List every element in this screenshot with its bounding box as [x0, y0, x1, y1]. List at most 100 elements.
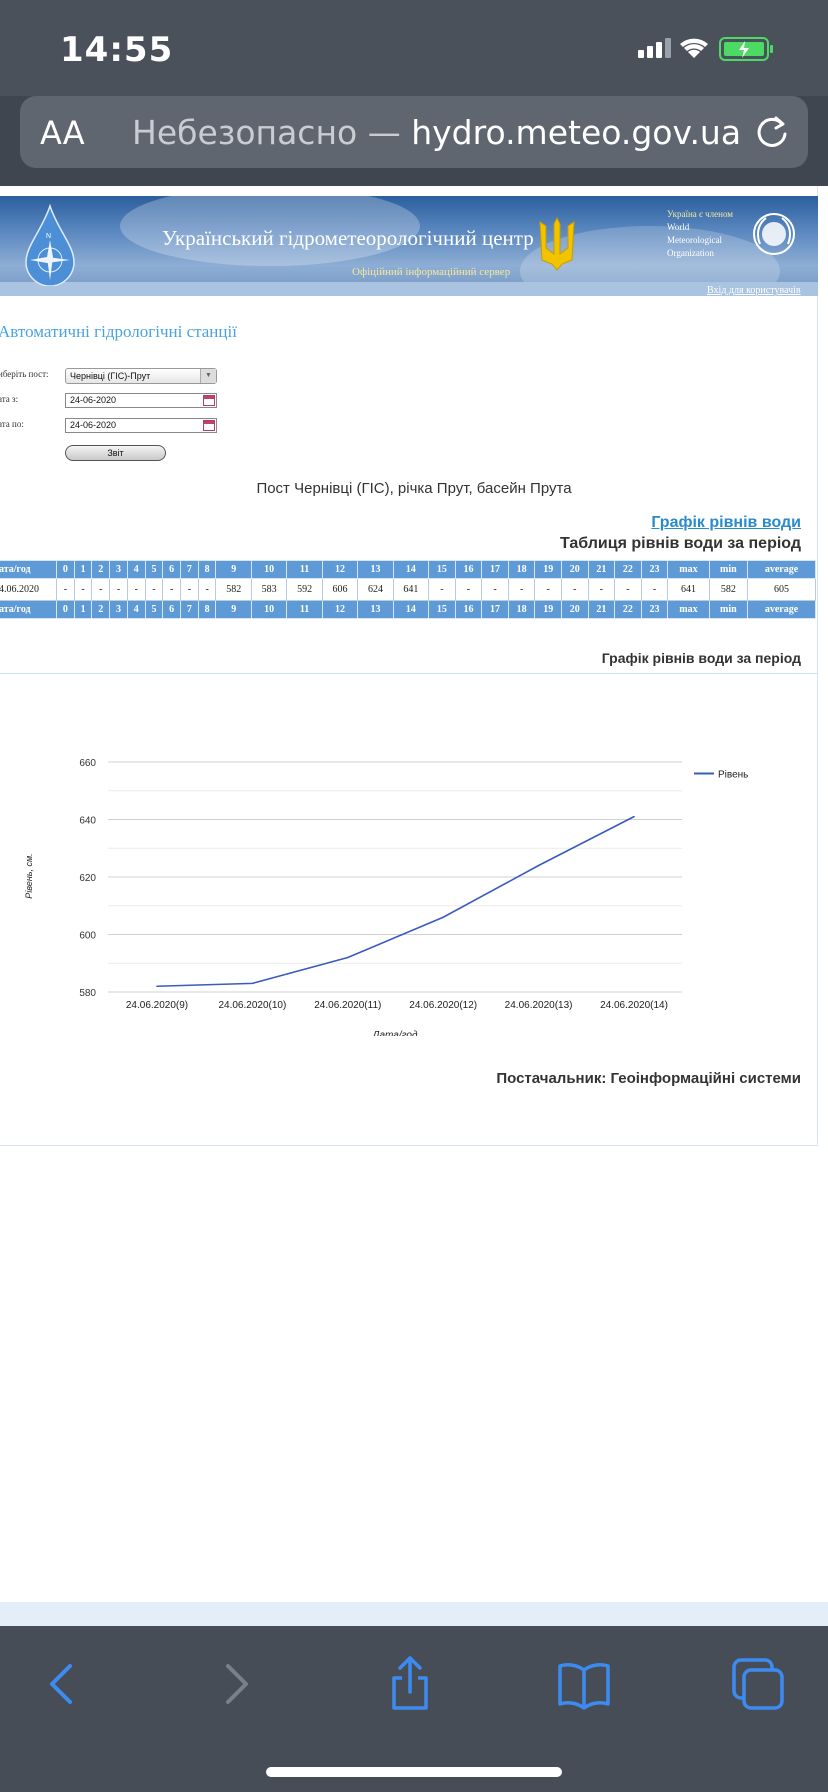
- data-point: [347, 956, 349, 959]
- table-header-cell: 19: [534, 600, 562, 619]
- table-cell: -: [640, 578, 669, 601]
- table-cell: -: [91, 578, 111, 601]
- banner-subtitle: Офіційний інформаційний сервер: [352, 266, 511, 278]
- table-header-cell: 18: [507, 600, 536, 619]
- table-header-cell: 14: [392, 600, 430, 619]
- table-header-cell: 16: [454, 560, 483, 579]
- text-size-button[interactable]: AA: [40, 114, 85, 152]
- table-header-cell: 17: [481, 600, 509, 619]
- table-cell: 641: [392, 578, 430, 601]
- table-header-cell: 1: [73, 600, 93, 619]
- table-header-cell: 12: [321, 560, 359, 579]
- page-container: N Український гідрометеорологічний центр…: [0, 186, 818, 1146]
- table-header-cell: min: [708, 600, 749, 619]
- table-header-cell: 23: [640, 600, 669, 619]
- table-cell: -: [481, 578, 509, 601]
- table-cell: -: [454, 578, 483, 601]
- table-header-cell: 17: [481, 560, 509, 579]
- table-header-cell: 6: [162, 560, 182, 579]
- table-header-cell: 16: [454, 600, 483, 619]
- trident-emblem-icon: [539, 216, 575, 271]
- table-body: 4.06.2020- - - - - - - - -582 583 592 606 624 641- - - -…: [0, 578, 816, 601]
- forward-icon[interactable]: [206, 1654, 266, 1714]
- status-icons: [638, 37, 773, 61]
- data-point: [156, 985, 158, 988]
- site-banner: N Український гідрометеорологічний центр…: [0, 196, 818, 296]
- reload-icon[interactable]: [752, 112, 792, 152]
- table-header-cell: max: [667, 560, 710, 579]
- table-header-cell: 19: [534, 560, 562, 579]
- table-header-cell: 5: [144, 600, 164, 619]
- data-point: [251, 982, 254, 985]
- provider-label: Постачальник: Геоінформаційні системи: [496, 1070, 801, 1087]
- table-header-cell: 15: [428, 600, 456, 619]
- home-indicator[interactable]: [266, 1767, 562, 1777]
- table-header-cell: average: [747, 560, 816, 579]
- table-header-cell: 2: [91, 600, 111, 619]
- y-axis-label: Рівень, см.: [24, 853, 34, 898]
- series-line: [156, 815, 635, 988]
- table-header-cell: 10: [250, 600, 288, 619]
- table-header-cell: 4: [126, 560, 146, 579]
- table-cell: -: [587, 578, 616, 601]
- table-header-cell: 3: [109, 560, 128, 579]
- table-header-cell: 6: [162, 600, 182, 619]
- post-title: Пост Чернівці (ГІС), річка Прут, басейн …: [256, 480, 572, 497]
- table-header-cell: 22: [614, 560, 642, 579]
- table-header-cell: 20: [560, 560, 589, 579]
- calendar-icon[interactable]: [203, 420, 215, 431]
- table-cell: -: [126, 578, 146, 601]
- page-bottom-strip: [0, 1602, 828, 1626]
- table-header-cell: 11: [286, 600, 323, 619]
- table-header-cell: ата/год: [0, 560, 57, 579]
- table-header-cell: 13: [357, 600, 394, 619]
- x-tick-label: 24.06.2020(13): [505, 1000, 573, 1011]
- calendar-icon[interactable]: [203, 395, 215, 406]
- table-header-cell: ата/год: [0, 600, 57, 619]
- table-header-cell: 21: [587, 560, 616, 579]
- date-from-input[interactable]: 24-06-2020: [65, 393, 217, 408]
- date-to-input[interactable]: 24-06-2020: [65, 418, 217, 433]
- table-cell: 606: [321, 578, 359, 601]
- table-header-cell: 21: [587, 600, 616, 619]
- report-button[interactable]: Звіт: [65, 445, 166, 461]
- table-header-cell: 9: [215, 560, 252, 579]
- back-icon[interactable]: [32, 1654, 92, 1714]
- table-header-cell: 7: [180, 560, 199, 579]
- text-size-label: AA: [40, 114, 85, 152]
- bookmarks-icon[interactable]: [554, 1654, 614, 1714]
- table-header-cell: 8: [197, 560, 217, 579]
- address-bar[interactable]: AA Небезопасно — hydro.meteo.gov.ua: [20, 96, 808, 168]
- table-cell: -: [162, 578, 182, 601]
- post-select[interactable]: Чернівці (ГІС)-Прут ▼: [65, 368, 217, 384]
- table-header-cell: 18: [507, 560, 536, 579]
- table-header-cell: 12: [321, 600, 359, 619]
- table-header-cell: 0: [56, 600, 75, 619]
- table-cell: -: [614, 578, 642, 601]
- table-cell: -: [56, 578, 75, 601]
- signal-icon: [638, 38, 671, 58]
- chevron-down-icon[interactable]: ▼: [200, 369, 216, 383]
- water-level-chart: 580 600 620 640 660 24.06.2020(9) 24.06.2020(1…: [24, 758, 748, 1036]
- table-header-cell: 15: [428, 560, 456, 579]
- share-icon[interactable]: [380, 1654, 440, 1714]
- table-header-cell: 7: [180, 600, 199, 619]
- wmo-line-2: World: [667, 222, 690, 232]
- y-tick-label: 580: [79, 988, 96, 999]
- water-drop-logo[interactable]: N: [24, 204, 76, 286]
- table-header-cell: 2: [91, 560, 111, 579]
- chart-link[interactable]: Графік рівнів води: [651, 514, 801, 531]
- x-tick-label: 24.06.2020(10): [218, 1000, 286, 1011]
- tabs-icon[interactable]: [728, 1654, 788, 1714]
- login-link[interactable]: Вхід для користувачів: [707, 285, 801, 296]
- browser-toolbar: [0, 1626, 828, 1792]
- url-text[interactable]: Небезопасно — hydro.meteo.gov.ua: [132, 113, 741, 152]
- x-axis-label: Дата/год: [371, 1030, 418, 1036]
- table-header-cell: 14: [392, 560, 430, 579]
- table-header-cell: 10: [250, 560, 288, 579]
- table-header-cell: max: [667, 600, 710, 619]
- wmo-line-3: Meteorological: [667, 235, 722, 245]
- table-cell: -: [73, 578, 93, 601]
- table-header-cell: 4: [126, 600, 146, 619]
- y-tick-label: 600: [79, 931, 96, 942]
